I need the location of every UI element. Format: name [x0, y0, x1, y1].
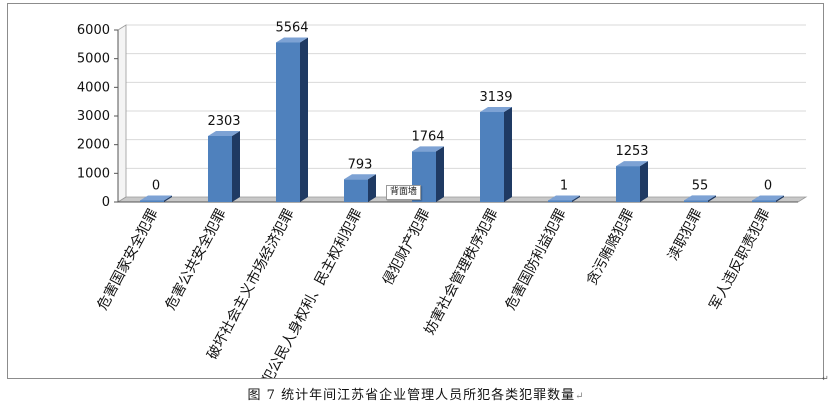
- category-label: 危害国家安全犯罪: [94, 206, 162, 313]
- category-label: 军人违反职责犯罪: [707, 206, 774, 312]
- data-label: 793: [348, 157, 373, 172]
- bar-side: [640, 161, 648, 202]
- bar-top: [208, 130, 240, 136]
- category-label: 危害公共安全犯罪: [162, 206, 230, 313]
- bar-side: [436, 146, 444, 202]
- bar-top: [480, 107, 512, 113]
- bar-top: [684, 195, 716, 201]
- bar-top: [140, 195, 172, 201]
- y-tick-label: 3000: [77, 109, 110, 124]
- category-label: 渎职犯罪: [664, 206, 705, 263]
- bar: [140, 200, 164, 202]
- bar-side: [164, 195, 172, 202]
- chart-frame: 0 1000 2000 3000 4000 5000 6000 0 危害国家安全犯罪 2303 危害…: [7, 3, 824, 379]
- bar-top: [752, 195, 784, 201]
- bar-top: [412, 146, 444, 152]
- corner-mark: ↵: [822, 374, 829, 383]
- bar-top: [616, 161, 648, 167]
- bar-side: [300, 37, 308, 203]
- data-label: 1764: [411, 129, 444, 144]
- data-label: 2303: [207, 114, 240, 129]
- y-tick-label: 6000: [77, 23, 110, 38]
- data-label: 0: [152, 179, 160, 194]
- bar-side: [572, 195, 580, 202]
- category-label: 妨害社会管理秩序犯罪: [422, 206, 502, 337]
- left-wall: [117, 24, 127, 203]
- y-tick-label: 5000: [77, 52, 110, 67]
- y-tick-label: 4000: [77, 80, 110, 95]
- bar-side: [776, 195, 784, 202]
- data-label: 3139: [479, 90, 512, 105]
- y-tick-label: 2000: [77, 138, 110, 153]
- bar: [548, 200, 572, 202]
- bar-top: [276, 37, 308, 43]
- bar: [752, 200, 776, 202]
- figure-caption: 图 7 统计年间江苏省企业管理人员所犯各类犯罪数量↵: [0, 384, 832, 403]
- category-label: 危害国防利益犯罪: [503, 206, 570, 312]
- bar-chart: 01000200030004000500060000危害国家安全犯罪2303危害…: [77, 20, 808, 378]
- category-label: 贪污贿赂犯罪: [584, 206, 638, 288]
- bar: [684, 200, 708, 202]
- caption-text: 图 7 统计年间江苏省企业管理人员所犯各类犯罪数量: [247, 388, 576, 403]
- bar-top: [344, 174, 376, 180]
- bar-side: [368, 174, 376, 202]
- y-tick-label: 0: [102, 195, 110, 210]
- data-label: 1253: [615, 144, 648, 159]
- category-label: 侵犯财产犯罪: [379, 206, 433, 288]
- data-label: 0: [764, 179, 772, 194]
- data-label: 55: [692, 178, 709, 193]
- bar: [480, 112, 504, 202]
- bar-side: [708, 195, 716, 202]
- bar-top: [548, 195, 580, 201]
- y-tick-label: 1000: [77, 166, 110, 181]
- paragraph-mark: ↵: [575, 391, 585, 402]
- data-label: 1: [560, 179, 568, 194]
- data-label: 5564: [275, 20, 308, 35]
- bar-side: [232, 130, 240, 202]
- chart-tooltip: 背面墙: [386, 185, 422, 200]
- bar: [208, 135, 232, 202]
- bar: [344, 179, 368, 202]
- bar: [276, 42, 300, 203]
- bar: [616, 166, 640, 202]
- bar-side: [504, 107, 512, 202]
